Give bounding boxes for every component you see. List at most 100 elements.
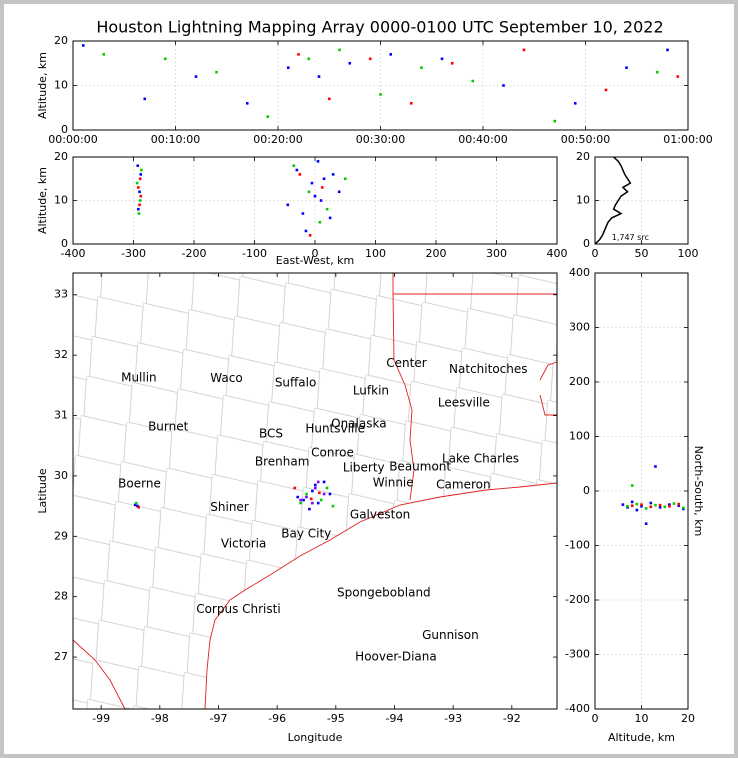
y-tick-label: -300	[565, 648, 590, 661]
lightning-source	[604, 88, 608, 92]
lightning-source	[331, 173, 335, 176]
x-tick-label: 00:10:00	[151, 133, 200, 146]
lightning-source	[143, 97, 147, 101]
annotation: Center	[386, 356, 426, 370]
lightning-source	[298, 173, 302, 176]
lightning-source	[630, 484, 634, 487]
lightning-source	[655, 70, 659, 74]
annotation: Onalaska	[331, 416, 386, 430]
annotation: Winnie	[373, 476, 414, 490]
y-axis-label: Latitude	[36, 468, 49, 514]
y-tick-label: 400	[569, 266, 590, 279]
lightning-source	[630, 504, 634, 508]
plot-frame	[594, 272, 689, 710]
annotation: Galveston	[350, 508, 410, 522]
x-tick-label: 20	[681, 712, 695, 725]
lightning-source	[313, 486, 317, 490]
annotation: Liberty	[343, 461, 385, 475]
y-tick-label: 31	[54, 409, 68, 422]
lightning-source	[133, 503, 137, 507]
lightning-source	[302, 498, 305, 502]
lightning-source	[682, 506, 685, 510]
lightning-source	[81, 44, 85, 47]
lightning-source	[635, 508, 639, 512]
annotation: Suffalo	[275, 375, 317, 389]
x-tick-label: 400	[547, 247, 568, 260]
lightning-source	[136, 164, 140, 167]
x-tick-label: -92	[503, 712, 521, 725]
x-tick-label: 01:00:00	[663, 133, 712, 146]
y-axis-label: Altitude, km	[36, 52, 49, 119]
lightning-source	[318, 220, 322, 224]
lightning-source	[328, 216, 332, 220]
lightning-source	[317, 75, 321, 78]
lightning-source	[102, 53, 106, 56]
lightning-source	[138, 190, 141, 194]
lightning-source	[338, 48, 341, 52]
lightning-source	[304, 229, 308, 233]
lightning-source	[194, 75, 198, 78]
x-tick-label: 00:20:00	[253, 133, 302, 146]
lightning-source	[654, 465, 657, 468]
plot-frame	[72, 272, 558, 710]
annotation: Beaumont	[389, 459, 451, 473]
x-tick-label: -300	[121, 247, 146, 260]
lightning-source	[635, 502, 639, 506]
altitude-profile	[594, 156, 632, 245]
x-tick-label: -100	[242, 247, 267, 260]
lightning-source	[522, 48, 526, 52]
lightning-source	[322, 480, 326, 484]
y-tick-label: 0	[583, 484, 590, 497]
x-tick-label: -95	[327, 712, 345, 725]
lightning-source	[553, 119, 557, 123]
lightning-source	[319, 498, 323, 502]
lightning-source	[308, 234, 312, 237]
lightning-source	[138, 199, 142, 202]
lightning-source	[292, 164, 296, 167]
x-axis-label: East-West, km	[276, 254, 354, 267]
y-tick-label: 27	[54, 650, 68, 663]
x-tick-label: 0	[592, 247, 599, 260]
state-border	[539, 361, 558, 416]
annotation: Hoover-Diana	[355, 650, 437, 664]
x-tick-label: 0	[312, 247, 319, 260]
lightning-source	[668, 503, 671, 506]
lightning-source	[322, 492, 326, 496]
lightning-source	[138, 177, 142, 181]
lightning-source	[471, 79, 475, 83]
x-tick-label: 00:40:00	[458, 133, 507, 146]
x-tick-label: 300	[486, 247, 507, 260]
y-tick-label: 300	[569, 321, 590, 334]
lightning-source	[313, 483, 317, 487]
figure-title: Houston Lightning Mapping Array 0000-010…	[96, 18, 663, 37]
y-tick-label: 0	[583, 237, 590, 250]
lightning-source	[676, 75, 680, 78]
lightning-source	[286, 66, 290, 69]
lightning-source	[654, 503, 657, 507]
lightning-source	[348, 61, 352, 65]
lightning-source	[328, 492, 332, 496]
y-axis-label: North-South, km	[692, 446, 705, 537]
x-tick-label: -97	[210, 712, 228, 725]
lightning-source	[296, 495, 299, 499]
x-tick-label: -93	[444, 712, 462, 725]
lightning-source	[440, 57, 444, 61]
lightning-source	[319, 199, 323, 202]
x-tick-label: -99	[92, 712, 110, 725]
y-tick-label: 30	[54, 469, 68, 482]
lightning-source	[137, 506, 141, 509]
lightning-source	[286, 203, 290, 207]
y-tick-label: 20	[576, 150, 590, 163]
lightning-source	[325, 486, 329, 490]
lightning-source	[658, 506, 662, 509]
annotation: Corpus Christi	[196, 602, 281, 616]
annotation: Bay City	[281, 526, 331, 540]
lightning-source	[626, 504, 629, 508]
lightning-source	[420, 66, 423, 69]
annotation: Lufkin	[353, 383, 389, 397]
y-tick-label: 29	[54, 529, 68, 542]
lightning-source	[649, 505, 653, 509]
lightning-source	[309, 497, 313, 501]
lightning-source	[450, 61, 454, 65]
figure: Houston Lightning Mapping Array 0000-010…	[36, 18, 713, 745]
